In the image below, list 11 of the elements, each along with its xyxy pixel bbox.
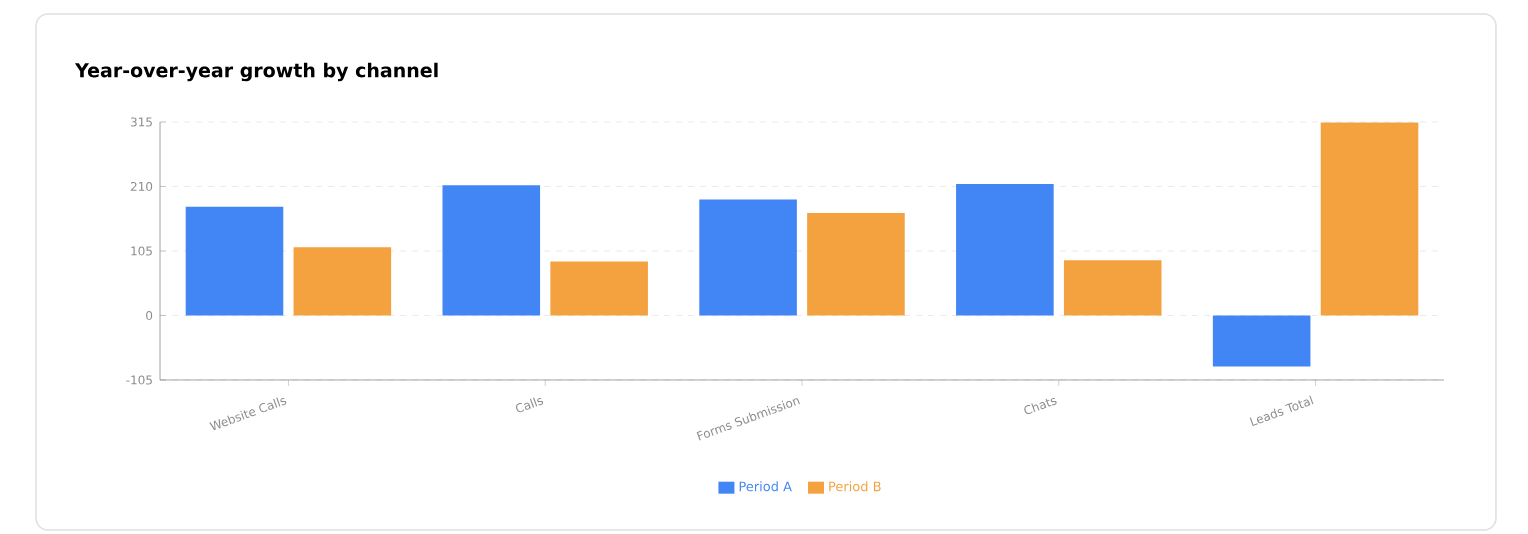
bar [956, 184, 1054, 316]
bar [699, 199, 797, 316]
bar [550, 261, 648, 316]
bar [1320, 122, 1419, 316]
bar [442, 185, 541, 316]
bar [1212, 315, 1311, 367]
bar [185, 206, 284, 316]
bar [1063, 260, 1162, 316]
bar [293, 247, 392, 316]
bar [807, 212, 905, 316]
chart-title: Year-over-year growth by channel [74, 62, 438, 82]
